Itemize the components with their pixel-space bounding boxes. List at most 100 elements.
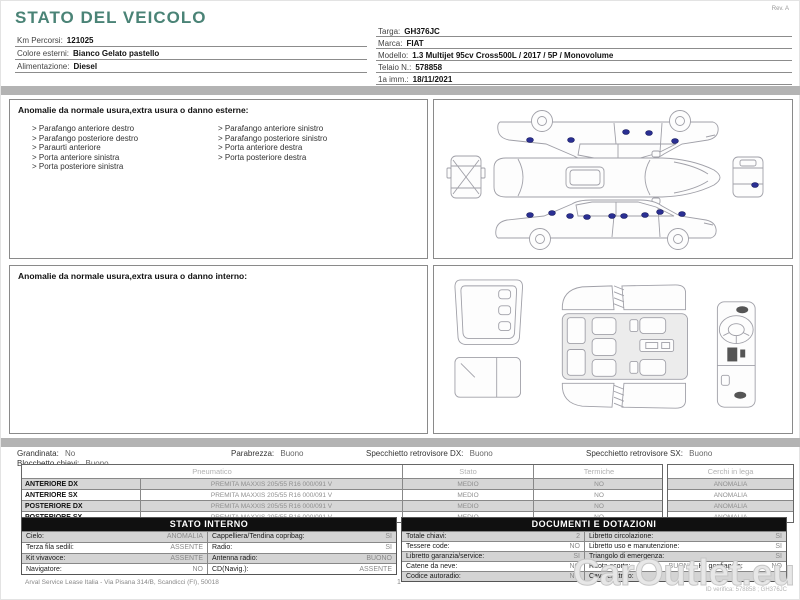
vehicle-field: Marca: FIAT xyxy=(376,37,792,49)
damage-dots-layer xyxy=(526,129,759,220)
anomaly-item: > Parafango posteriore sinistro xyxy=(218,133,328,143)
field-label: Kit vivavoce: xyxy=(26,554,66,562)
status-row-2: Blocchetto chiavi: Buono xyxy=(1,459,800,469)
field-value: Buono xyxy=(469,449,493,458)
document-subfield: Libretto uso e manutenzione: SI xyxy=(589,543,782,550)
field-label: Libretto uso e manutenzione: xyxy=(589,543,680,550)
footer-company: Arval Service Lease Italia - Via Pisana … xyxy=(25,579,219,586)
anomaly-item: > Parafango anteriore sinistro xyxy=(218,124,324,133)
field-label: Specchietto retrovisore DX: xyxy=(366,449,466,458)
field-label: Km Percorsi: xyxy=(17,36,63,45)
document-field: Totale chiavi: 2 xyxy=(402,531,584,541)
document-field-group: Cavo elettrico: xyxy=(589,573,782,580)
tire-winter: NO xyxy=(533,501,664,511)
field-value: ASSENTE xyxy=(359,565,392,573)
document-subfield: Kit gonfiaggio: NO xyxy=(693,563,782,570)
divider-bar-top xyxy=(1,86,800,95)
field-value: BUONA xyxy=(668,563,694,570)
field-label: Blocchetto chiavi: xyxy=(17,459,81,468)
document-field-group: Libretto uso e manutenzione: SI xyxy=(589,543,782,550)
field-value: SI xyxy=(775,533,782,540)
field-value: Buono xyxy=(689,449,713,458)
alloy-wheel-state: ANOMALIA xyxy=(713,480,748,488)
interior-state-field: CD(Navig.): ASSENTE xyxy=(207,563,396,575)
field-value: SI xyxy=(385,533,392,541)
interior-car-diagram xyxy=(454,279,756,409)
alloy-wheels-header: Cerchi in lega xyxy=(668,465,793,478)
tire-row: POSTERIORE DX PREMITA MAXXIS 205/55 R16 0… xyxy=(22,500,662,511)
tire-description: PREMITA MAXXIS 205/55 R16 000/091 V xyxy=(140,490,402,500)
field-value: 2 xyxy=(576,533,580,540)
interior-state-table: STATO INTERNO Cielo: ANOMALIA Cappelliera/… xyxy=(21,517,397,576)
interior-diagram-panel xyxy=(433,265,793,434)
field-label: Libretto garanzia/service: xyxy=(406,553,485,560)
field-label: Colore esterni: xyxy=(17,49,70,58)
field-label: Kit gonfiaggio: xyxy=(698,563,743,570)
damage-dot xyxy=(751,182,759,188)
interior-state-field: Cielo: ANOMALIA xyxy=(22,531,207,542)
documents-table: DOCUMENTI E DOTAZIONI Totale chiavi: 2 Lib… xyxy=(401,517,787,582)
field-value: BUONO xyxy=(366,554,392,562)
damage-dot xyxy=(548,210,556,216)
field-value: Bianco Gelato pastello xyxy=(73,49,160,58)
document-field: Libretto circolazione: SI xyxy=(584,531,786,541)
footer-page-number: 1 xyxy=(397,579,401,586)
field-value: 578858 xyxy=(415,62,443,72)
status-field: Parabrezza: Buono xyxy=(231,449,304,458)
field-label: Catene da neve: xyxy=(406,563,458,570)
alloy-wheel-state: ANOMALIA xyxy=(713,491,748,499)
tire-state: MEDIO xyxy=(402,490,533,500)
document-subfield: Ruota scorta: BUONA xyxy=(589,563,693,570)
field-label: Radio: xyxy=(212,544,233,552)
damage-dot xyxy=(526,212,534,218)
tire-state: MEDIO xyxy=(402,479,533,489)
damage-dot xyxy=(608,213,616,219)
interior-state-field: Radio: SI xyxy=(207,541,396,553)
document-field: Cavo elettrico: xyxy=(584,571,786,581)
field-value: Diesel xyxy=(73,62,98,71)
document-field: Tessere code: NO xyxy=(402,541,584,551)
field-label: Navigatore: xyxy=(26,565,62,573)
field-value: No xyxy=(65,449,76,458)
damage-dot xyxy=(645,130,653,136)
field-label: Alimentazione: xyxy=(17,62,70,71)
damage-dot xyxy=(641,212,649,218)
field-label: Cavo elettrico: xyxy=(589,573,634,580)
document-field: Libretto garanzia/service: SI xyxy=(402,551,584,561)
vehicle-field: Modello: 1.3 Multijet 95cv Cross500L / 20… xyxy=(376,49,792,61)
field-value: NO xyxy=(569,543,581,550)
anomaly-item: > Porta anteriore destra xyxy=(218,143,303,152)
interior-state-header: STATO INTERNO xyxy=(22,518,396,531)
column-header-stato: Stato xyxy=(402,465,533,478)
alloy-wheel-state: ANOMALIA xyxy=(713,502,748,510)
field-value: NO xyxy=(192,565,204,573)
tire-state: MEDIO xyxy=(402,501,533,511)
status-field: Blocchetto chiavi: Buono xyxy=(17,459,109,468)
tire-winter: NO xyxy=(533,490,664,500)
field-value: ASSENTE xyxy=(170,544,203,552)
document-subfield: Triangolo di emergenza: SI xyxy=(589,553,782,560)
tire-position: ANTERIORE DX xyxy=(25,480,78,488)
interior-state-field: Navigatore: NO xyxy=(22,563,207,574)
interior-state-field: Terza fila sedili: ASSENTE xyxy=(22,541,207,553)
status-field: Grandinata: No xyxy=(17,449,75,458)
external-anomalies-panel: Anomalie da normale usura,extra usura o … xyxy=(9,99,428,259)
field-label: Antenna radio: xyxy=(212,554,258,562)
field-label: Libretto circolazione: xyxy=(589,533,654,540)
divider-bar-middle xyxy=(1,438,800,447)
document-field-group: Ruota scorta: BUONA Kit gonfiaggio: NO xyxy=(589,563,782,570)
field-value: SI xyxy=(775,543,782,550)
field-value: SI xyxy=(385,544,392,552)
external-anomalies-column-2: > Parafango anteriore sinistro > Parafang… xyxy=(218,124,327,162)
field-value: ASSENTE xyxy=(170,554,203,562)
damage-dot xyxy=(678,211,686,217)
vehicle-field: Targa: GH376JC xyxy=(376,25,792,37)
damage-dot xyxy=(620,213,628,219)
tire-winter: NO xyxy=(533,479,664,489)
document-field-group: Libretto circolazione: SI xyxy=(589,533,782,540)
tires-table-header: Pneumatico Stato Termiche xyxy=(22,465,662,478)
document-subfield: Libretto circolazione: SI xyxy=(589,533,782,540)
document-field: Catene da neve: NO xyxy=(402,561,584,571)
damage-dot xyxy=(583,214,591,220)
